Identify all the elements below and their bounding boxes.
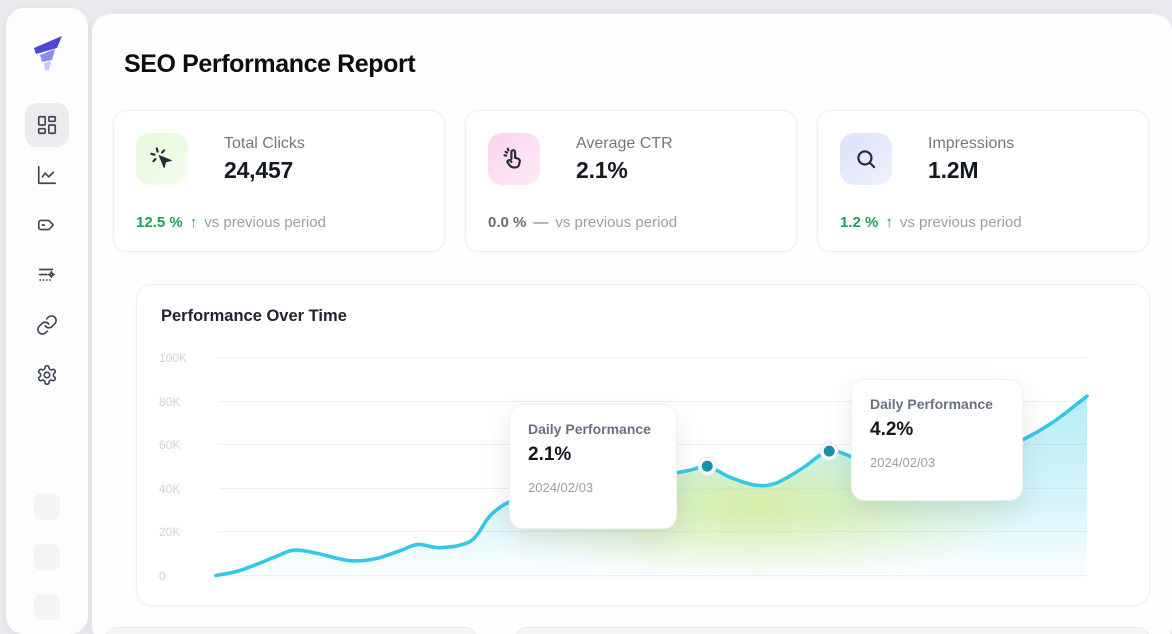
chart-line-icon bbox=[37, 165, 57, 185]
sidebar-item-analytics[interactable] bbox=[25, 153, 69, 197]
link-icon bbox=[37, 315, 57, 335]
gridline bbox=[219, 357, 1087, 358]
stat-note: vs previous period bbox=[899, 214, 1022, 231]
layout-dashboard-icon bbox=[37, 115, 57, 135]
grid-row: 80K bbox=[137, 394, 1149, 409]
tooltip-date: 2024/02/03 bbox=[870, 455, 936, 470]
y-axis-tick: 80K bbox=[159, 394, 181, 409]
y-axis-tick: 0 bbox=[159, 568, 166, 583]
chart-card: Performance Over Time 100K 80K 60K 40K 20K 0 bbox=[136, 284, 1150, 606]
data-point-marker[interactable] bbox=[823, 445, 835, 457]
main-panel: SEO Performance Report Total Clicks 24,4… bbox=[92, 14, 1172, 634]
tag-icon bbox=[37, 219, 54, 231]
sidebar-placeholder bbox=[34, 494, 60, 520]
y-axis-tick: 40K bbox=[159, 481, 181, 496]
sidebar-item-settings[interactable] bbox=[25, 353, 69, 397]
data-point-marker[interactable] bbox=[701, 460, 713, 472]
tooltip-date: 2024/02/03 bbox=[528, 480, 594, 495]
chart-tooltip: Daily Performance 4.2% 2024/02/03 bbox=[851, 379, 1023, 501]
stat-value: 1.2M bbox=[928, 157, 979, 183]
sidebar-item-dashboard[interactable] bbox=[25, 103, 69, 147]
stat-delta: 0.0 % bbox=[488, 214, 527, 231]
trend-flat-icon: — bbox=[533, 214, 549, 231]
stat-label: Impressions bbox=[928, 135, 1015, 152]
chart-tooltip: Daily Performance 2.1% 2024/02/03 bbox=[509, 404, 677, 529]
trend-up-icon: ↑ bbox=[189, 214, 198, 231]
sidebar-placeholder bbox=[34, 544, 60, 570]
stat-value: 2.1% bbox=[576, 157, 628, 183]
grid-row: 100K bbox=[137, 351, 1149, 365]
stat-delta: 1.2 % bbox=[840, 214, 879, 231]
stat-label: Average CTR bbox=[576, 135, 673, 152]
sidebar-item-links[interactable] bbox=[25, 303, 69, 347]
stat-note: vs previous period bbox=[555, 214, 678, 231]
next-card-peek bbox=[515, 627, 1150, 634]
stat-label: Total Clicks bbox=[224, 135, 305, 152]
next-card-peek bbox=[105, 627, 477, 634]
settings-gear-icon bbox=[37, 365, 57, 385]
y-axis-tick: 100K bbox=[159, 351, 188, 365]
chart-markers bbox=[697, 441, 839, 476]
cursor-click-icon bbox=[150, 147, 172, 169]
list-filter-sparkle-icon bbox=[38, 268, 55, 281]
stat-note: vs previous period bbox=[204, 214, 326, 231]
sidebar-nav bbox=[25, 103, 69, 397]
trend-up-icon: ↑ bbox=[885, 214, 893, 231]
sidebar-item-filters[interactable] bbox=[25, 253, 69, 297]
page-title: SEO Performance Report bbox=[124, 50, 416, 78]
tooltip-title: Daily Performance bbox=[528, 421, 651, 437]
stat-card-impressions: Impressions 1.2M 1.2 % ↑ vs previous per… bbox=[817, 110, 1149, 252]
tooltip-title: Daily Performance bbox=[870, 396, 993, 412]
stat-value: 24,457 bbox=[224, 157, 294, 183]
stat-card-total-clicks: Total Clicks 24,457 12.5 % ↑ vs previous… bbox=[113, 110, 445, 252]
y-axis-tick: 60K bbox=[159, 438, 181, 452]
tooltip-value: 4.2% bbox=[870, 419, 914, 440]
tooltip-value: 2.1% bbox=[528, 444, 572, 465]
funnel-logo-icon bbox=[24, 28, 72, 76]
stat-card-average-ctr: Average CTR 2.1% 0.0 % — vs previous per… bbox=[465, 110, 797, 252]
chart-title: Performance Over Time bbox=[161, 307, 347, 325]
y-axis-tick: 20K bbox=[159, 525, 181, 539]
sidebar bbox=[6, 8, 88, 634]
sidebar-item-tags[interactable] bbox=[25, 203, 69, 247]
tap-hand-icon bbox=[503, 147, 521, 169]
gridline bbox=[219, 400, 1087, 402]
search-icon bbox=[857, 150, 876, 169]
stat-delta: 12.5 % bbox=[136, 214, 183, 231]
sidebar-placeholder bbox=[34, 594, 60, 620]
